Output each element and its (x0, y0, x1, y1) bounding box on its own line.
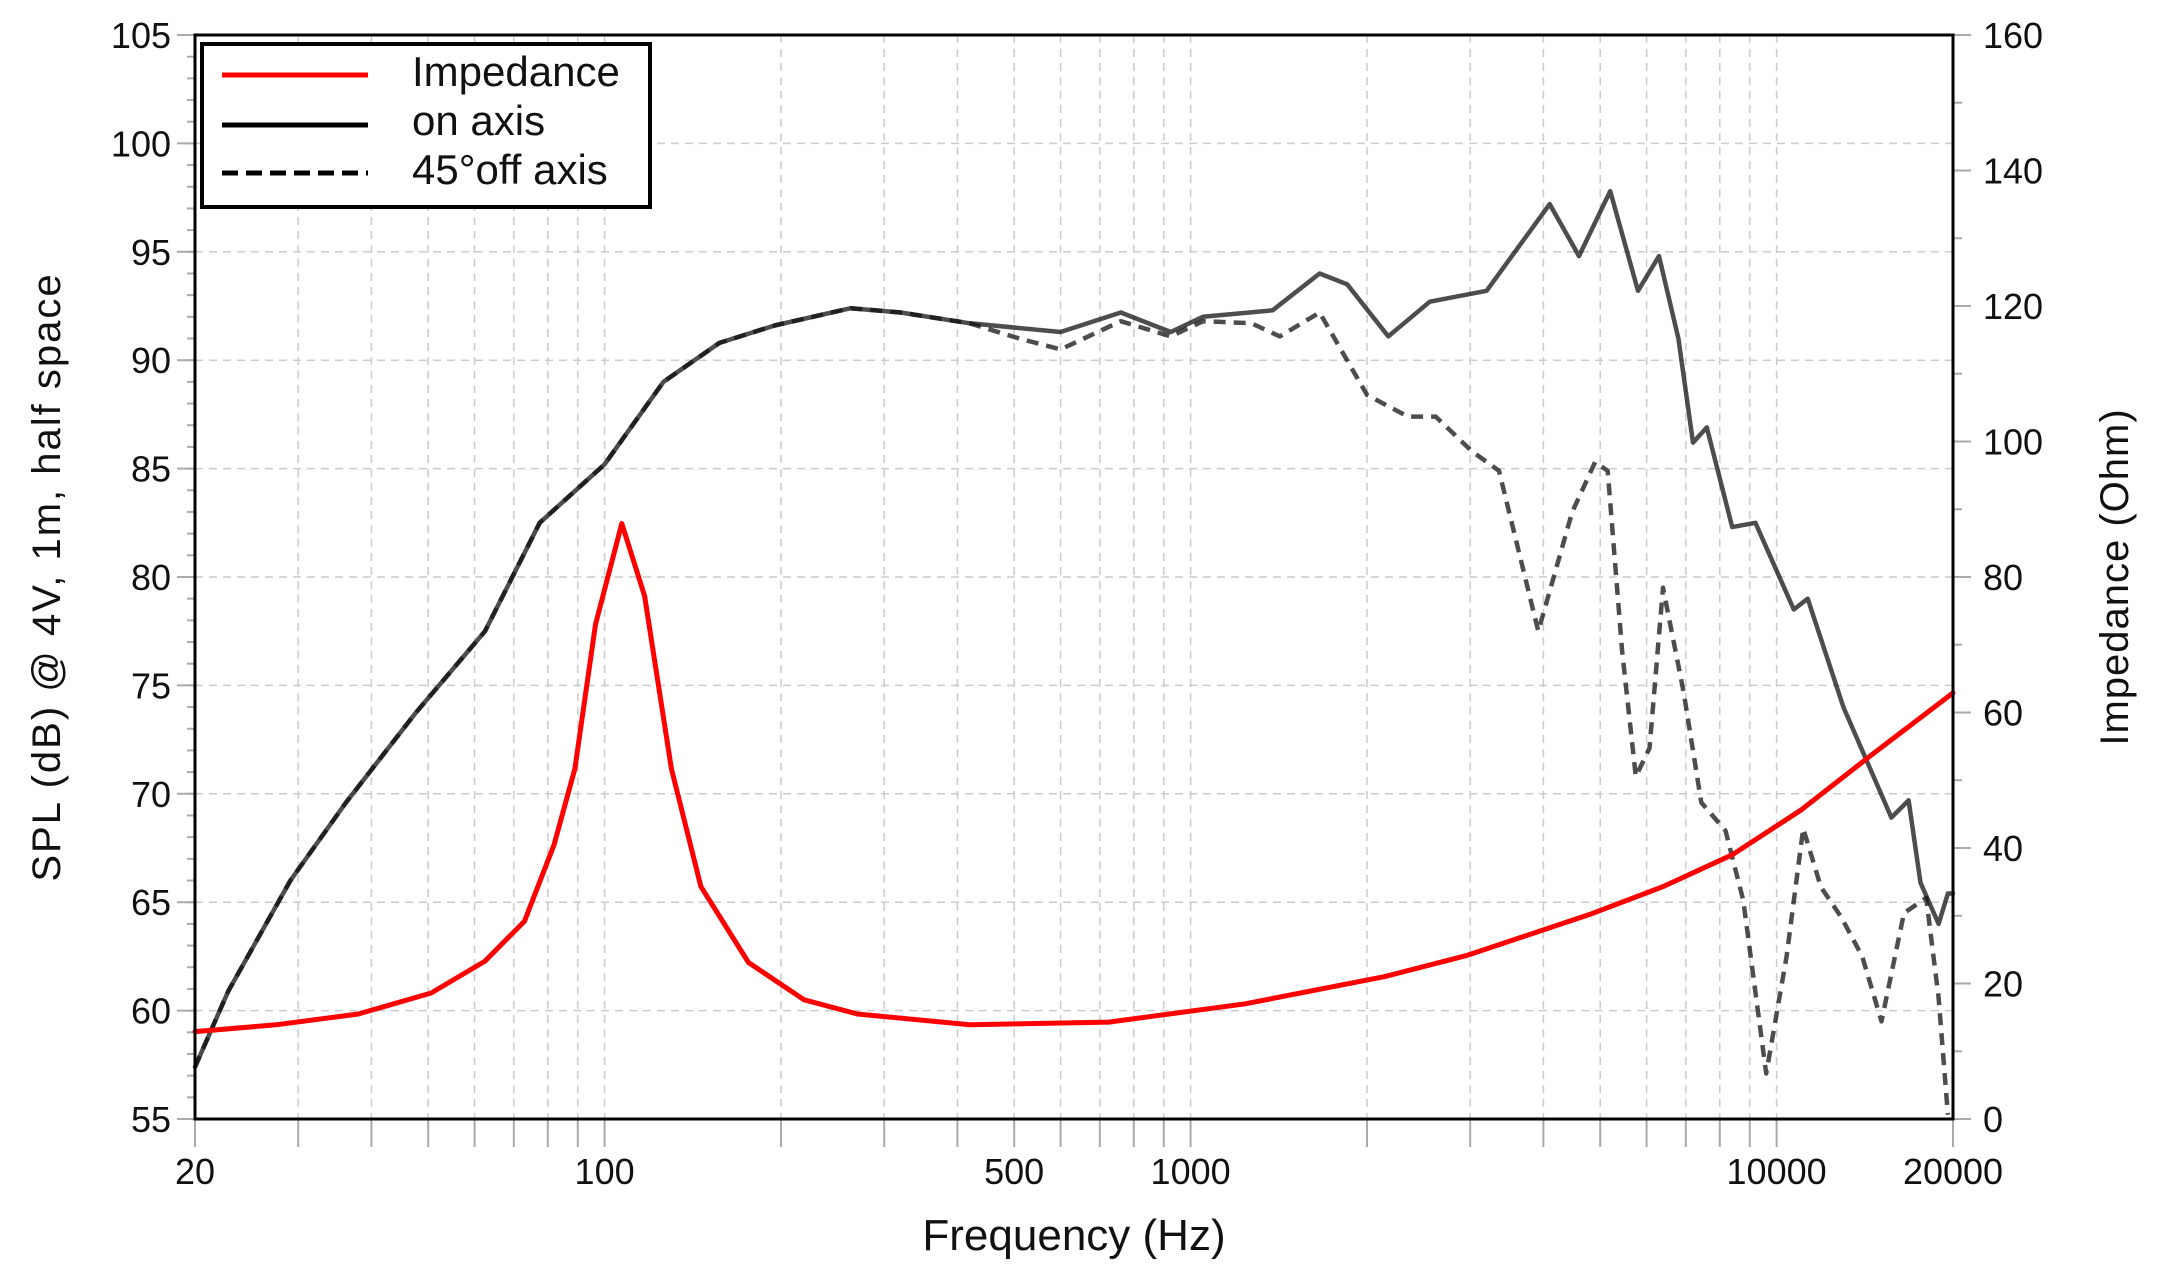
ticks (177, 34, 1971, 1147)
y2-tick-label: 120 (1983, 286, 2043, 327)
x-tick-label: 20 (175, 1151, 215, 1192)
series-line-on-axis (192, 188, 1956, 1070)
series-line-45-off-axis (192, 305, 1951, 1115)
y-tick-label: 55 (131, 1099, 171, 1140)
y-tick-label: 60 (131, 991, 171, 1032)
y-axis-label: SPL (dB) @ 4V, 1m, half space (25, 272, 69, 881)
y-tick-label: 85 (131, 449, 171, 490)
x-tick-label: 100 (575, 1151, 635, 1192)
legend: Impedance on axis 45°off axis (200, 42, 652, 209)
y2-tick-label: 60 (1983, 693, 2023, 734)
y-tick-label: 65 (131, 882, 171, 923)
y2-tick-label: 20 (1983, 964, 2023, 1005)
plot-frame (193, 33, 1955, 1121)
legend-label-impedance: Impedance (412, 48, 620, 95)
y-tick-label: 105 (111, 15, 171, 56)
y2-tick-label: 100 (1983, 422, 2043, 463)
x-tick-label: 1000 (1151, 1151, 1231, 1192)
x-axis-label: Frequency (Hz) (922, 1211, 1225, 1260)
grid (194, 34, 1954, 1120)
y-tick-label: 80 (131, 557, 171, 598)
legend-label-off-axis: 45°off axis (412, 146, 608, 193)
x-tick-label: 20000 (1903, 1151, 2003, 1192)
series-line-impedance (192, 521, 1956, 1035)
x-tick-label: 500 (984, 1151, 1044, 1192)
y-tick-label: 75 (131, 665, 171, 706)
legend-label-on-axis: on axis (412, 97, 545, 144)
y2-tick-label: 160 (1983, 15, 2043, 56)
y2-tick-label: 40 (1983, 828, 2023, 869)
y2-tick-label: 0 (1983, 1099, 2003, 1140)
y2-tick-label: 140 (1983, 151, 2043, 192)
tick-labels: 55 60 65 70 75 80 85 90 95 100 105 0 20 40 60 80 100 120 1… (111, 15, 2043, 1192)
y-tick-label: 100 (111, 123, 171, 164)
y-tick-label: 95 (131, 232, 171, 273)
x-tick-label: 10000 (1727, 1151, 1827, 1192)
series-lines (192, 188, 1956, 1115)
y-tick-label: 90 (131, 340, 171, 381)
y2-axis-label: Impedance (Ohm) (2093, 408, 2137, 745)
y-tick-label: 70 (131, 774, 171, 815)
y2-tick-label: 80 (1983, 557, 2023, 598)
